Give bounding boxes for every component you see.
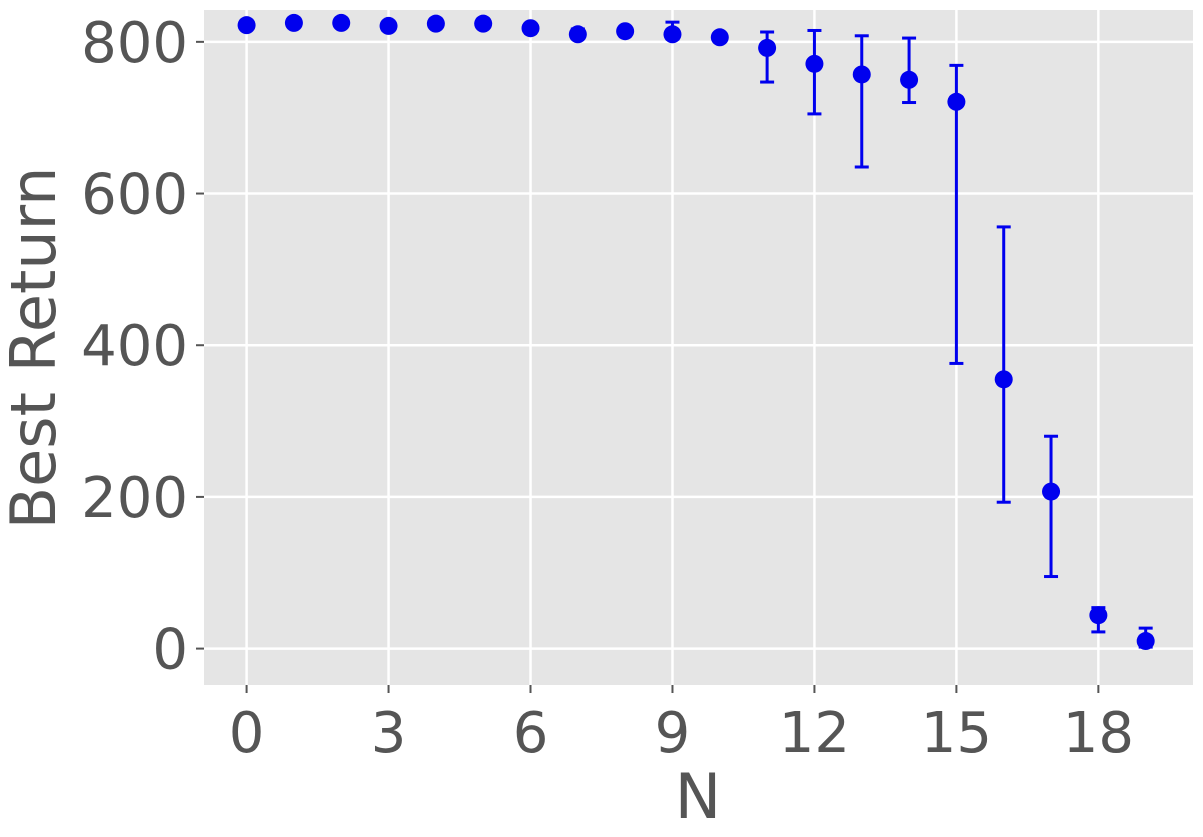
y-tick-label: 0	[152, 618, 188, 683]
data-point	[947, 92, 966, 111]
data-point	[616, 22, 635, 41]
data-point	[1136, 632, 1155, 651]
error-bar	[902, 36, 917, 105]
y-tick-label: 400	[81, 314, 188, 379]
error-bar	[949, 63, 964, 365]
error-bar	[1044, 434, 1059, 579]
x-tick-label: 0	[229, 701, 265, 766]
data-point	[994, 370, 1013, 389]
data-point	[474, 14, 493, 33]
x-tick-label: 12	[779, 701, 850, 766]
data-marks	[237, 13, 1155, 651]
data-point	[237, 16, 256, 35]
data-point	[663, 25, 682, 44]
x-tick-label: 9	[655, 701, 691, 766]
x-tick-label: 15	[921, 701, 992, 766]
y-axis-label: Best Return	[0, 167, 70, 530]
data-point	[1089, 606, 1108, 625]
x-tick-label: 3	[371, 701, 407, 766]
y-tick-label: 200	[81, 466, 188, 531]
x-tick-label: 18	[1063, 701, 1134, 766]
data-point	[758, 38, 777, 57]
data-point	[379, 16, 398, 35]
data-point	[710, 28, 729, 47]
plot-area	[204, 10, 1193, 685]
data-point	[568, 25, 587, 44]
x-axis-label: N	[675, 760, 721, 833]
data-point	[521, 19, 540, 38]
data-point	[900, 70, 919, 89]
data-point	[284, 13, 303, 32]
data-point	[805, 54, 824, 73]
data-point	[852, 65, 871, 84]
x-tick-label: 6	[513, 701, 549, 766]
data-point	[1042, 482, 1061, 501]
data-point	[332, 13, 351, 32]
data-point	[426, 14, 445, 33]
axis-ticks: 0 3 6 9 12 15 18 0 200 400 600 800	[81, 11, 1134, 766]
y-tick-label: 800	[81, 11, 188, 76]
y-tick-label: 600	[81, 163, 188, 228]
error-bar	[854, 34, 869, 169]
error-bar	[996, 225, 1011, 504]
